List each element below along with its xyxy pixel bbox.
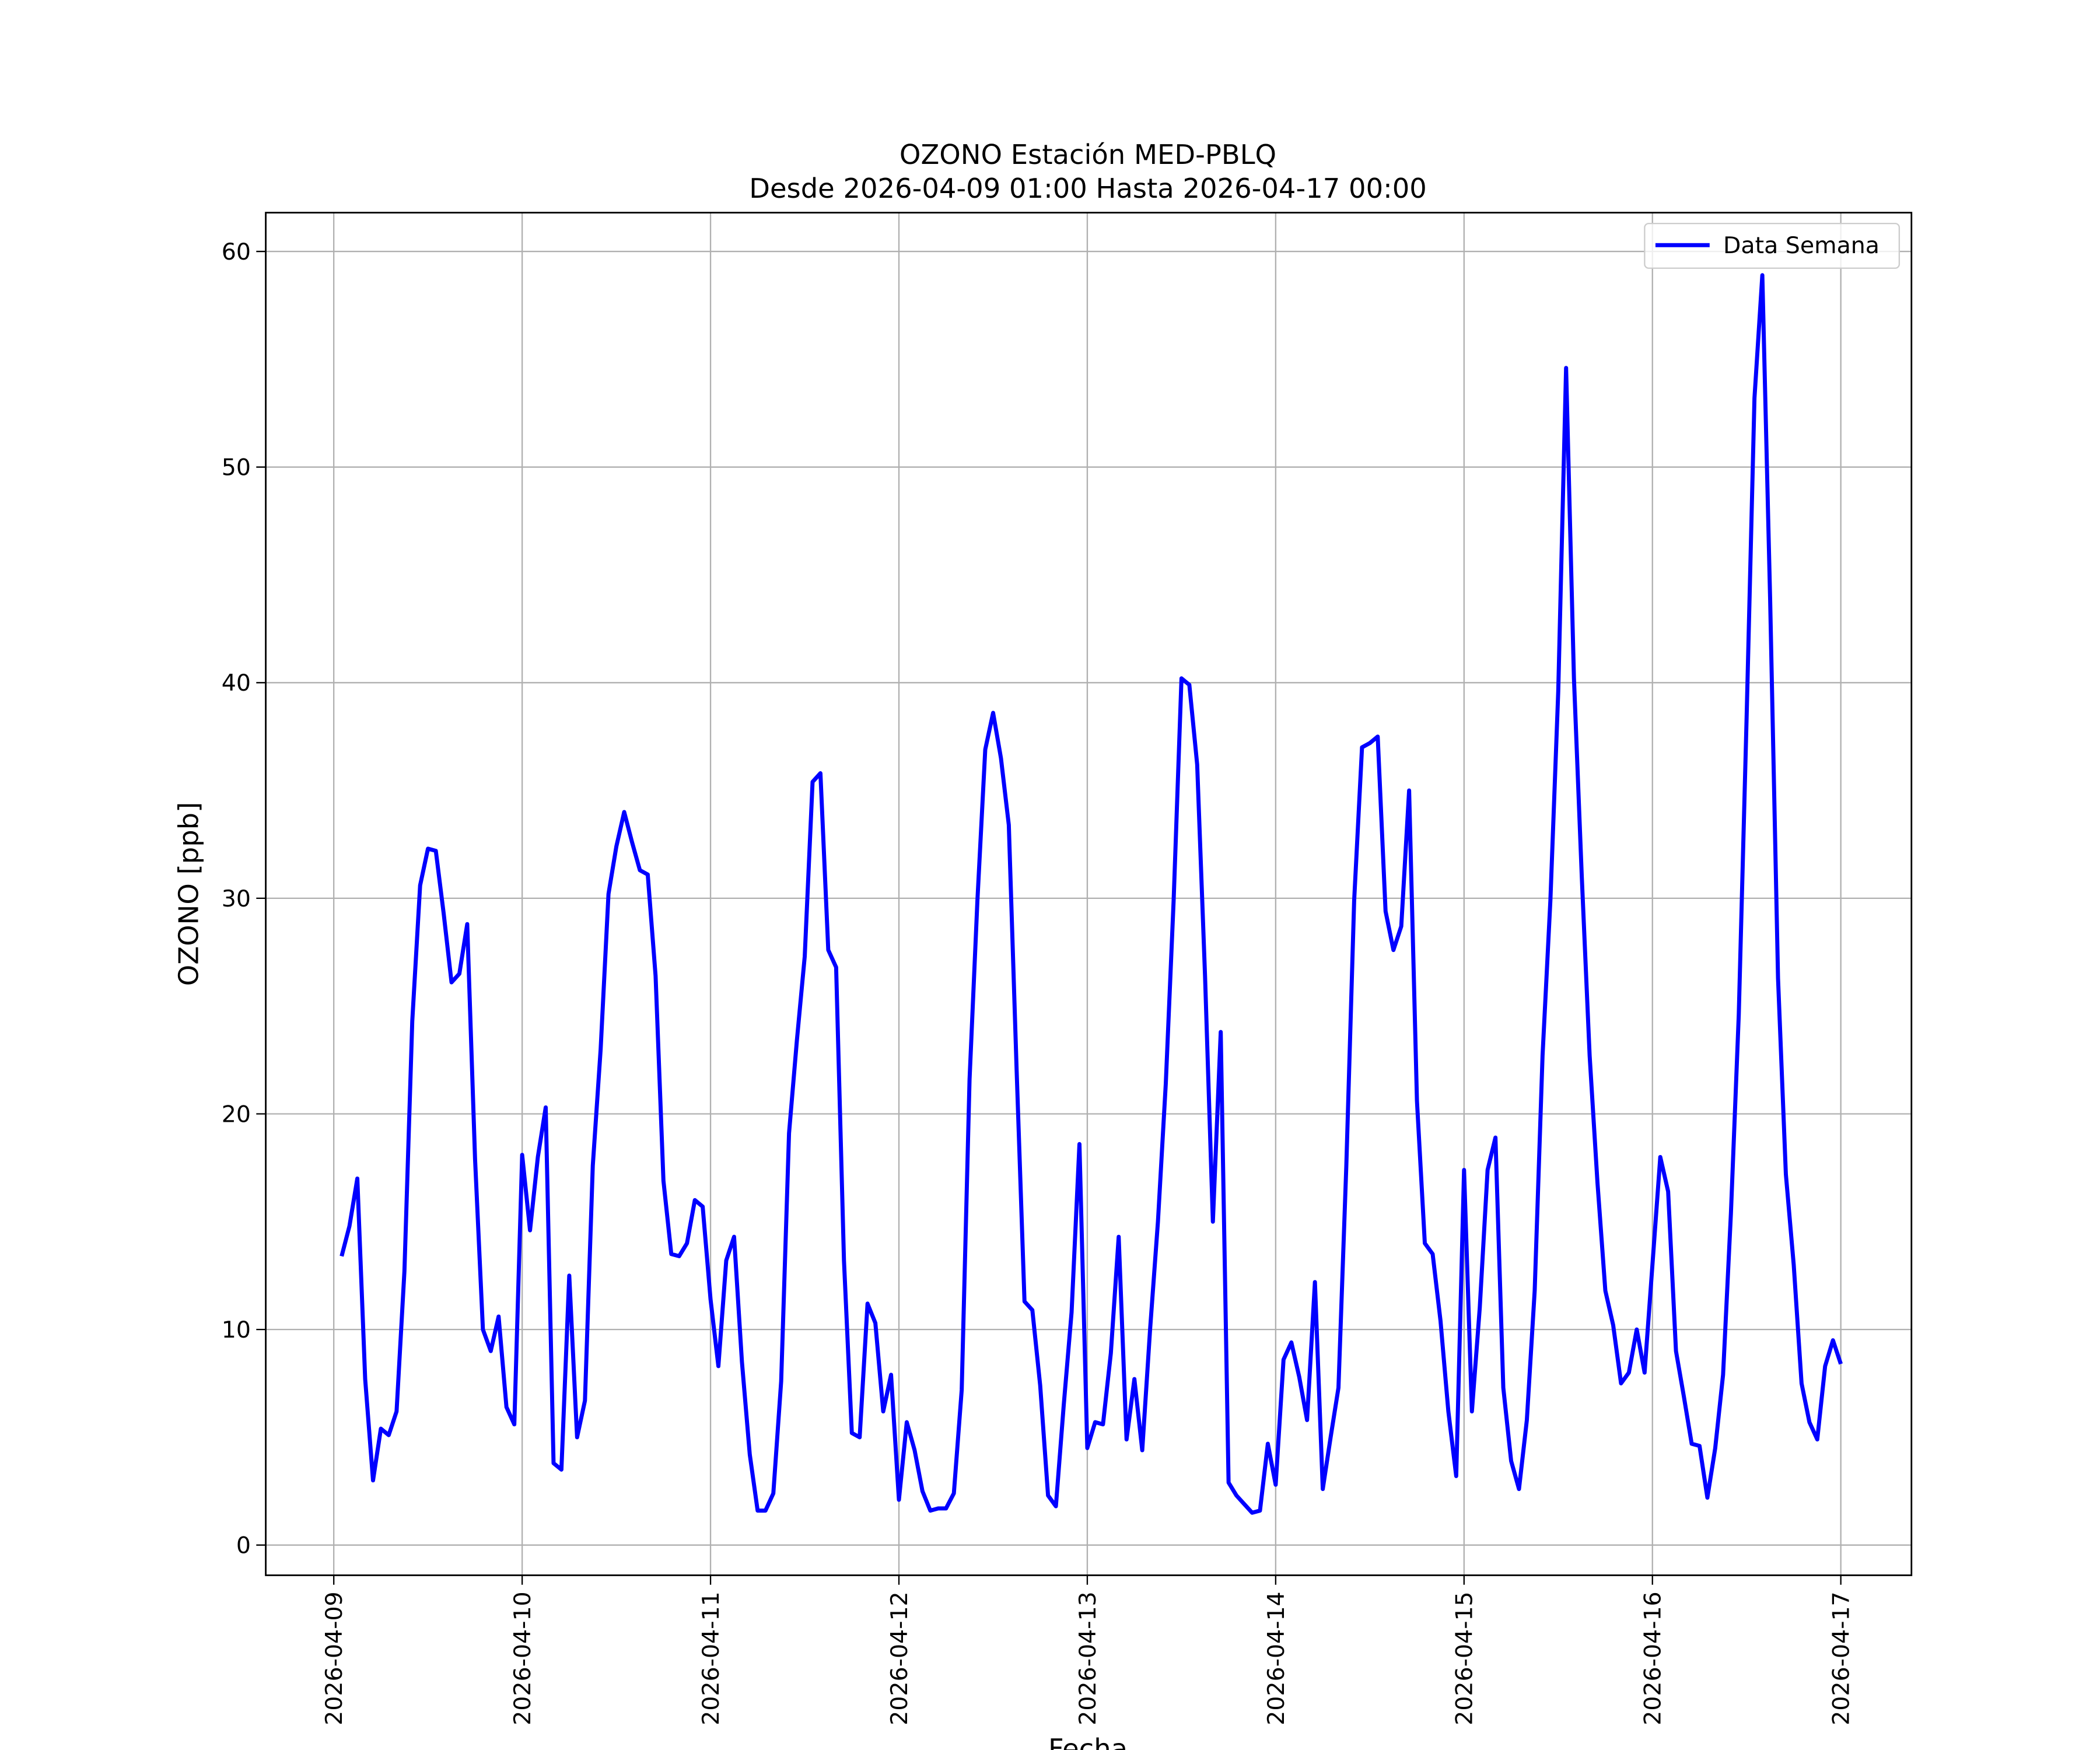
chart-subtitle: Desde 2026-04-09 01:00 Hasta 2026-04-17 … <box>749 173 1427 204</box>
data-line <box>340 273 1843 1515</box>
x-tick-label: 2026-04-17 <box>1828 1591 1855 1725</box>
x-axis-label: Fecha <box>1048 1733 1128 1750</box>
y-tick-label: 60 <box>222 239 251 265</box>
y-tick-label: 10 <box>222 1317 251 1343</box>
legend-label: Data Semana <box>1723 232 1880 259</box>
chart-title: OZONO Estación MED-PBLQ <box>900 139 1276 170</box>
y-tick-label: 0 <box>236 1532 251 1559</box>
y-tick-label: 20 <box>222 1101 251 1128</box>
x-tick-label: 2026-04-16 <box>1640 1591 1667 1725</box>
y-tick-label: 30 <box>222 886 251 912</box>
x-tick-label: 2026-04-13 <box>1074 1591 1101 1725</box>
legend-box <box>1644 222 1901 269</box>
x-tick-label: 2026-04-14 <box>1263 1591 1290 1725</box>
x-tick-label: 2026-04-10 <box>509 1591 536 1725</box>
y-axis-label: OZONO [ppb] <box>173 802 204 986</box>
x-tick-label: 2026-04-11 <box>698 1591 724 1725</box>
x-tick-label: 2026-04-09 <box>321 1591 348 1725</box>
legend: Data Semana <box>1644 222 1901 269</box>
y-tick-label: 50 <box>222 454 251 481</box>
axes-frame <box>265 212 1913 1576</box>
x-tick-label: 2026-04-12 <box>886 1591 913 1725</box>
x-tick-label: 2026-04-15 <box>1451 1591 1478 1725</box>
y-tick-label: 40 <box>222 670 251 696</box>
